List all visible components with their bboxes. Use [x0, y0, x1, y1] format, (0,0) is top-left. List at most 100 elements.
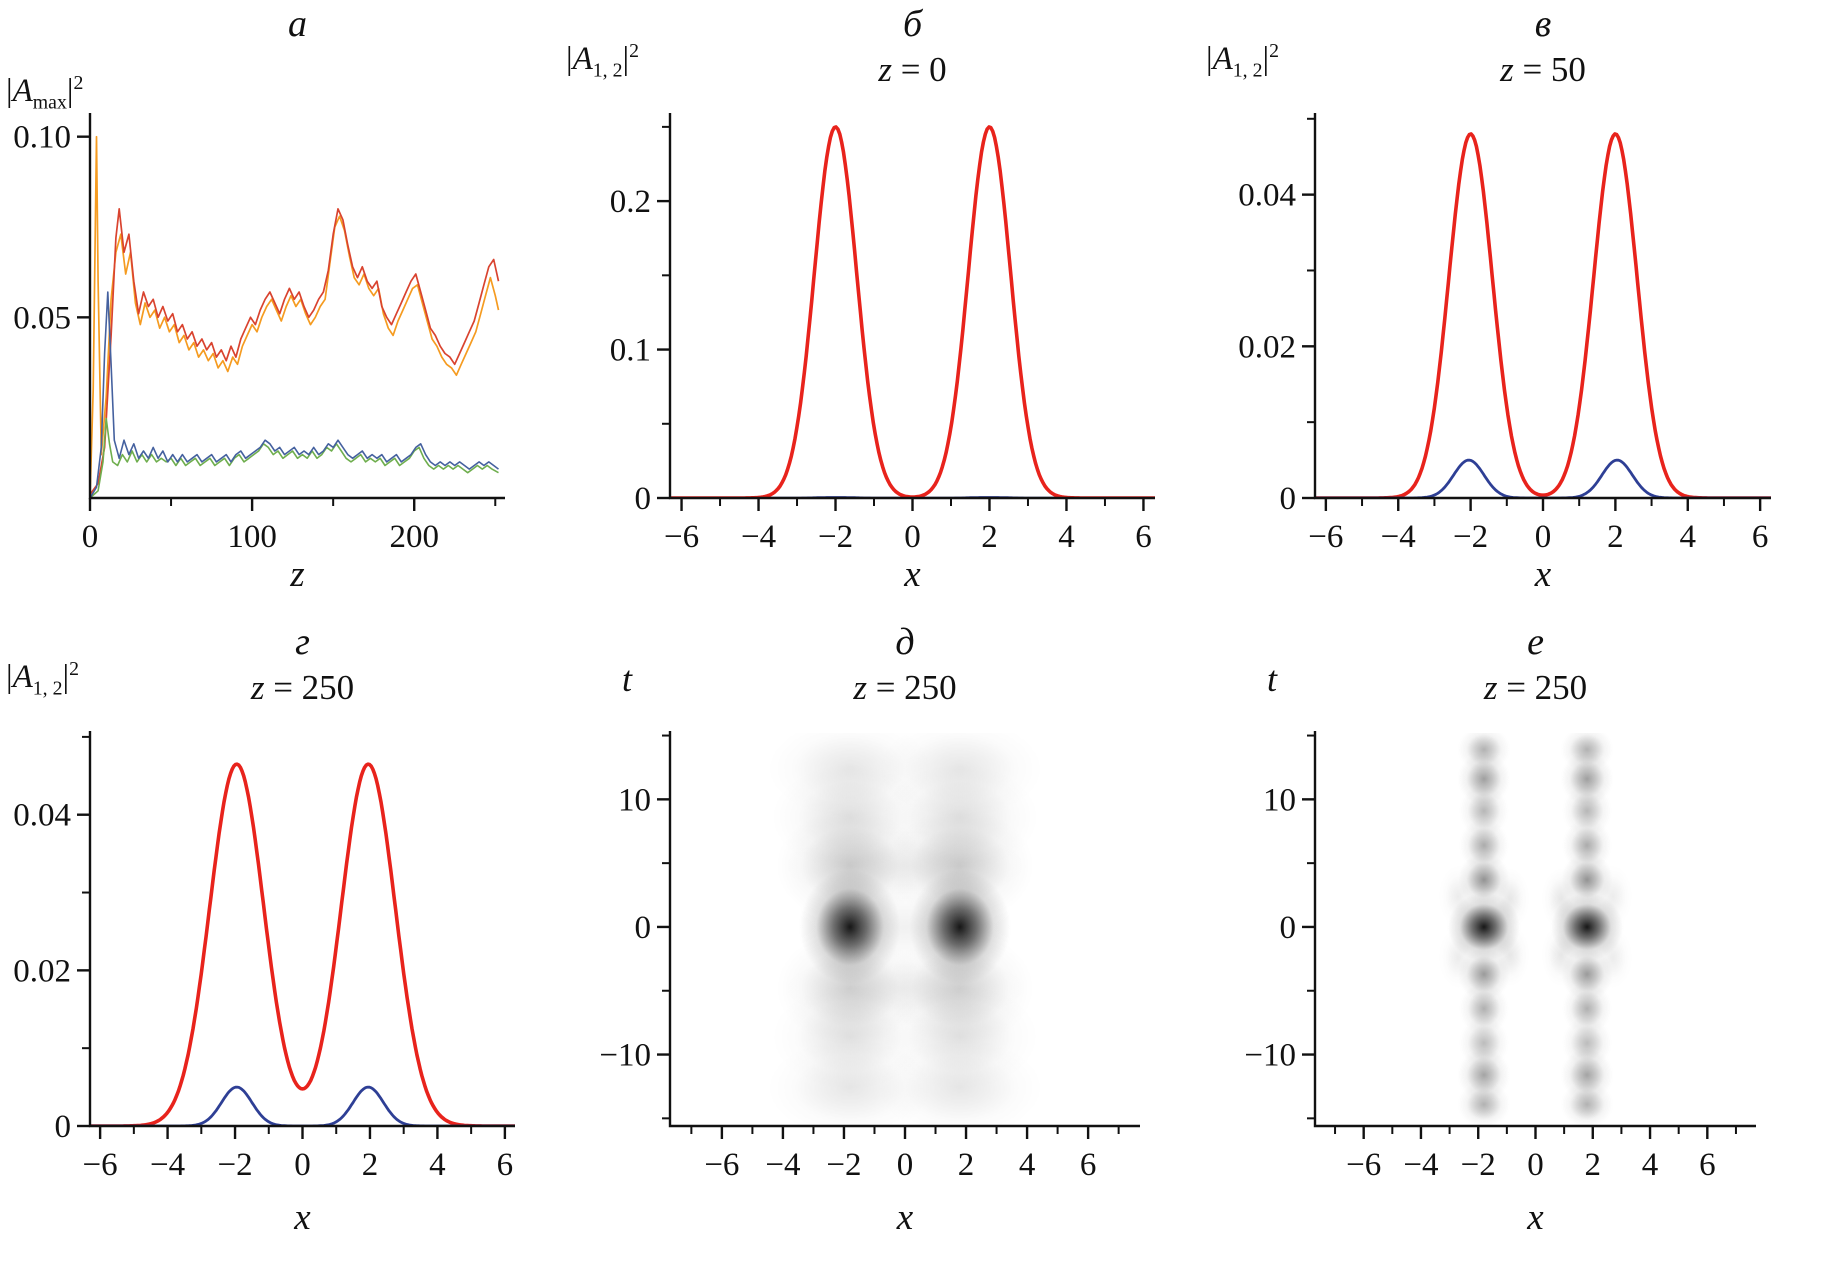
- y-tick-label: −10: [599, 1038, 651, 1074]
- y-tick-label: 0: [1280, 481, 1297, 517]
- x-tick-label: 0: [82, 519, 99, 555]
- red-line: [90, 208, 500, 495]
- panel-v: −6 −4 −2 0 2 4 6 0 0.02 0.04 в z = 50 |A1, 2|2 x: [1200, 0, 1841, 618]
- panel-v-subtitle: z = 50: [1315, 50, 1771, 90]
- x-axis-label-e: x: [1527, 1197, 1544, 1238]
- x-tick-label: 2: [981, 519, 998, 555]
- y-tick-label: 0: [635, 481, 652, 517]
- x-tick-label: −2: [1461, 1147, 1496, 1183]
- x-tick-label: 6: [1699, 1147, 1716, 1183]
- axis-spines: [668, 113, 1155, 500]
- x-tick-label: 100: [227, 519, 277, 555]
- x-tick-label: 6: [497, 1147, 514, 1183]
- x-tick-label: −2: [217, 1147, 252, 1183]
- panel-a-label: а: [288, 3, 307, 45]
- subtitle-value: = 0: [900, 50, 947, 89]
- x-axis-label-d: x: [896, 1197, 914, 1238]
- x-tick-label: 2: [958, 1147, 975, 1183]
- panel-v-label: в: [1534, 3, 1552, 45]
- subtitle-variable: z: [853, 668, 867, 707]
- panel-d-label: д: [895, 621, 915, 663]
- subtitle-variable: z: [878, 50, 892, 89]
- x-tick-label: −2: [818, 519, 853, 555]
- red-curve: [670, 125, 1155, 499]
- red-curve: [1315, 132, 1771, 499]
- x-tick-label: −4: [765, 1147, 800, 1183]
- y-axis-label-v: |A1, 2|2: [1206, 40, 1279, 82]
- panel-b-label: б: [902, 3, 923, 45]
- plot-d: −6 −4 −2 0 2 4 6 −10 0 10: [599, 731, 1140, 1183]
- y-tick-label: 0.1: [610, 333, 651, 369]
- panel-g-label: г: [295, 621, 310, 663]
- y-axis-label-d: t: [622, 659, 633, 699]
- x-tick-label: 6: [1080, 1147, 1097, 1183]
- y-tick-label: 0: [1280, 910, 1297, 946]
- x-axis-label-g: x: [294, 1197, 311, 1238]
- x-tick-label: 0: [897, 1147, 914, 1183]
- y-tick-label: 0: [635, 910, 652, 946]
- y-tick-label: 0.2: [610, 184, 651, 220]
- y-axis-label-b: |A1, 2|2: [566, 40, 639, 82]
- x-tick-label: 6: [1752, 519, 1769, 555]
- y-axis-label-g: |A1, 2|2: [6, 658, 79, 700]
- x-tick-label: −6: [83, 1147, 118, 1183]
- x-tick-label: −6: [664, 519, 699, 555]
- panel-a: 0 100 200 0.05 0.10 а |Amax|2 z: [0, 0, 560, 618]
- x-tick-label: 0: [1535, 519, 1552, 555]
- panel-d-subtitle: z = 250: [670, 668, 1140, 708]
- subtitle-value: = 250: [273, 668, 355, 707]
- x-tick-label: 2: [362, 1147, 379, 1183]
- plot-g: −6 −4 −2 0 2 4 6 0 0.02 0.04: [13, 731, 516, 1183]
- heatmap-canvas-d: [670, 733, 1140, 1126]
- panel-e: −6 −4 −2 0 2 4 6 −10 0 10 е z = 250 t x: [1200, 618, 1841, 1261]
- subtitle-variable: z: [1483, 668, 1498, 707]
- x-axis-label-a: z: [290, 554, 305, 595]
- panel-b-subtitle: z = 0: [670, 50, 1155, 90]
- plot-a: 0 100 200 0.05 0.10: [13, 113, 505, 555]
- plot-b: −6 −4 −2 0 2 4 6 0 0.1 0.2: [610, 113, 1155, 555]
- x-tick-label: 4: [1019, 1147, 1036, 1183]
- plot-area-g: [90, 762, 516, 1127]
- y-tick-label: 10: [1263, 782, 1296, 818]
- x-tick-label: −4: [741, 519, 776, 555]
- x-tick-label: −6: [1346, 1147, 1381, 1183]
- blue-curve: [1315, 458, 1771, 499]
- x-tick-label: 2: [1607, 519, 1624, 555]
- subtitle-value: = 250: [1506, 668, 1588, 707]
- panel-d: −6 −4 −2 0 2 4 6 −10 0 10 д z = 250 t x: [560, 618, 1200, 1261]
- panel-b: −6 −4 −2 0 2 4 6 0 0.1 0.2 б z = 0 |A1, 2|2 x: [560, 0, 1200, 618]
- subtitle-variable: z: [250, 668, 265, 707]
- plot-e: −6 −4 −2 0 2 4 6 −10 0 10: [1244, 731, 1756, 1183]
- x-tick-label: 4: [429, 1147, 446, 1183]
- x-tick-label: −6: [1308, 519, 1343, 555]
- axis-spines: [1313, 731, 1756, 1128]
- x-tick-label: 0: [1527, 1147, 1544, 1183]
- x-tick-label: −6: [704, 1147, 739, 1183]
- axis-spines: [1313, 113, 1771, 500]
- x-tick-label: −2: [826, 1147, 861, 1183]
- y-tick-label: 0.05: [13, 300, 71, 336]
- x-tick-label: 2: [1585, 1147, 1602, 1183]
- axis-spines: [668, 731, 1140, 1128]
- x-axis-label-v: x: [1534, 554, 1552, 595]
- y-tick-label: 0.02: [1238, 329, 1296, 365]
- y-axis-label-a: |Amax|2: [6, 72, 84, 114]
- red-curve: [90, 762, 516, 1127]
- x-tick-label: −2: [1453, 519, 1488, 555]
- x-tick-label: 0: [904, 519, 921, 555]
- plot-area-b: [670, 125, 1155, 499]
- x-tick-label: 4: [1680, 519, 1697, 555]
- x-tick-label: −4: [1403, 1147, 1438, 1183]
- subtitle-value: = 250: [875, 668, 957, 707]
- y-tick-label: 10: [618, 782, 651, 818]
- plot-v: −6 −4 −2 0 2 4 6 0 0.02 0.04: [1238, 113, 1771, 555]
- blue-line: [90, 291, 499, 499]
- green-line: [90, 417, 499, 499]
- blue-curve: [90, 1085, 515, 1127]
- x-axis-label-b: x: [904, 554, 921, 595]
- x-tick-label: −4: [1381, 519, 1416, 555]
- heatmap-canvas-e: [1315, 733, 1756, 1126]
- x-tick-label: 6: [1135, 519, 1152, 555]
- y-tick-label: −10: [1244, 1038, 1296, 1074]
- y-tick-label: 0.04: [13, 798, 71, 834]
